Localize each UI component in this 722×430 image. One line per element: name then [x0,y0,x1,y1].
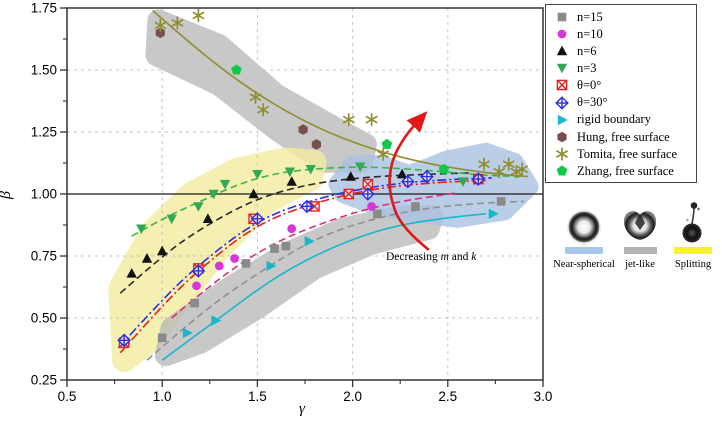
series-Hung, free surface [155,27,321,150]
legend-label: n=6 [577,43,597,58]
annotation-text: and [448,251,472,263]
legend-item-rigid-boundary: rigid boundary [554,112,694,128]
fit-line-n=3 [131,166,521,237]
legend-marker-icon [555,95,569,110]
legend-marker-icon [556,80,568,91]
y-axis-title: β [0,191,15,199]
legend-item-n-3: n=3 [554,60,694,76]
y-tick-label: 1.00 [31,187,57,202]
classification-label: jet-like [625,259,655,270]
region-jet-like-lower [155,205,444,367]
y-tick-label: 1.75 [31,1,57,16]
region-color-swatch [623,247,657,254]
legend: n=15 n=10 n=6 n=3 θ=0° θ=30° rigid boundary Hun… [545,4,697,183]
line-arrowhead [488,208,499,219]
region-color-swatch [565,247,603,254]
legend-item-n-6: n=6 [554,43,694,59]
legend-item-n-10: n=10 [554,26,694,42]
legend-marker-icon [557,12,567,22]
bubble-image-split [673,198,713,245]
legend-marker-icon [556,64,568,74]
y-tick-label: 0.25 [31,373,57,388]
region-color-swatch [674,247,712,254]
legend-item-n-15: n=15 [554,9,694,25]
bubble-image-jet [620,198,660,245]
fit-line-Tomita, free surface [152,9,528,178]
series-n=10 [192,202,376,291]
x-tick-label: 1.5 [248,389,267,404]
flow-arrow [388,111,430,251]
bubble-image-sphere [564,198,604,245]
legend-marker-icon [556,45,568,56]
y-tick-label: 0.75 [31,249,57,264]
legend-item-hung-free-surface: Hung, free surface [554,129,694,145]
classification-label: Near-spherical [553,259,615,270]
flow-annotation: Decreasing m and k [386,251,476,263]
y-tick-label: 1.50 [31,63,57,78]
legend-marker-icon [557,131,567,143]
y-tick-label: 0.50 [31,311,57,326]
x-tick-label: 2.5 [438,389,457,404]
legend-label: rigid boundary [577,112,651,127]
legend-marker-icon [556,165,568,176]
legend-marker-icon [557,29,567,39]
y-tick-label: 1.25 [31,125,57,140]
legend-label: θ=0° [577,78,602,93]
series-Zhang, free surface [231,64,450,174]
legend-label: n=15 [577,9,603,24]
x-tick-label: 3.0 [534,389,553,404]
fit-line-θ=30° [117,177,492,349]
classification-near-spherical: Near-spherical [541,198,627,270]
fit-line-rigid boundary [161,213,486,361]
fit-line-n=10 [171,192,458,319]
series-θ=30° [117,169,486,348]
series-Tomita, free surface [154,8,528,179]
x-tick-label: 2.0 [343,389,362,404]
legend-item-tomita-free-surface: Tomita, free surface [554,146,694,162]
x-tick-label: 0.5 [58,389,77,404]
legend-item-zhang-free-surface: Zhang, free surface [554,163,694,179]
annotation-var-k: k [471,251,477,263]
fit-line-n=15 [146,200,525,361]
legend-label: θ=30° [577,95,608,110]
classification-label: Splitting [674,259,712,270]
classification-jet-like: jet-like [618,198,662,270]
series-n=3 [136,162,469,235]
x-axis-title: γ [299,401,305,417]
legend-marker-icon [557,114,568,125]
legend-label: Zhang, free surface [577,163,674,178]
legend-label: Hung, free surface [577,129,670,144]
annotation-var-m: m [440,251,449,263]
annotation-text: Decreasing [386,251,441,263]
series-n=15 [157,197,506,343]
series-n=6 [126,168,408,278]
legend-label: Tomita, free surface [577,146,678,161]
legend-marker-icon [556,147,568,161]
classification-splitting: Splitting [665,198,721,270]
legend-item--30-: θ=30° [554,95,694,111]
legend-label: n=3 [577,61,597,76]
series-rigid boundary [182,235,315,339]
plot-area [67,8,543,380]
x-tick-label: 1.0 [153,389,172,404]
legend-label: n=10 [577,26,603,41]
fit-line-θ=0° [119,179,486,354]
legend-item--0-: θ=0° [554,77,694,93]
